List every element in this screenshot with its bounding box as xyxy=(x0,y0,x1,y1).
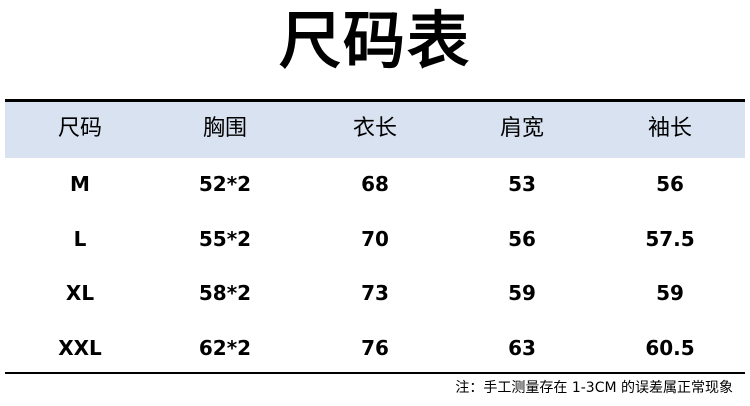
table-cell: 58*2 xyxy=(198,281,252,305)
column-header: 袖长 xyxy=(647,116,692,141)
table-cell: 70 xyxy=(361,227,389,251)
table-cell: 56 xyxy=(508,227,536,251)
table-bottom-rule xyxy=(5,372,745,374)
table-top-rule xyxy=(5,99,745,102)
table-cell: XXL xyxy=(58,336,102,360)
table-cell: 73 xyxy=(361,281,389,305)
page-title: 尺码表 xyxy=(278,4,471,77)
column-header: 胸围 xyxy=(202,116,247,141)
table-cell: 62*2 xyxy=(198,336,252,360)
table-cell: 56 xyxy=(656,172,684,196)
table-cell: 53 xyxy=(508,172,536,196)
table-cell: 52*2 xyxy=(198,172,252,196)
table-cell: 59 xyxy=(656,281,684,305)
measurement-note: 注：手工测量存在 1-3CM 的误差属正常现象 xyxy=(455,380,733,396)
table-cell: 76 xyxy=(361,336,389,360)
table-cell: 55*2 xyxy=(198,227,252,251)
table-header-band xyxy=(5,102,745,158)
table-cell: 57.5 xyxy=(645,227,695,251)
table-cell: 63 xyxy=(508,336,536,360)
column-header: 尺码 xyxy=(57,116,102,141)
column-header: 衣长 xyxy=(352,116,397,141)
table-cell: 59 xyxy=(508,281,536,305)
table-cell: L xyxy=(73,227,87,251)
table-cell: 60.5 xyxy=(645,336,695,360)
table-cell: 68 xyxy=(361,172,389,196)
table-cell: XL xyxy=(65,281,95,305)
column-header: 肩宽 xyxy=(499,116,544,141)
table-cell: M xyxy=(70,172,90,196)
